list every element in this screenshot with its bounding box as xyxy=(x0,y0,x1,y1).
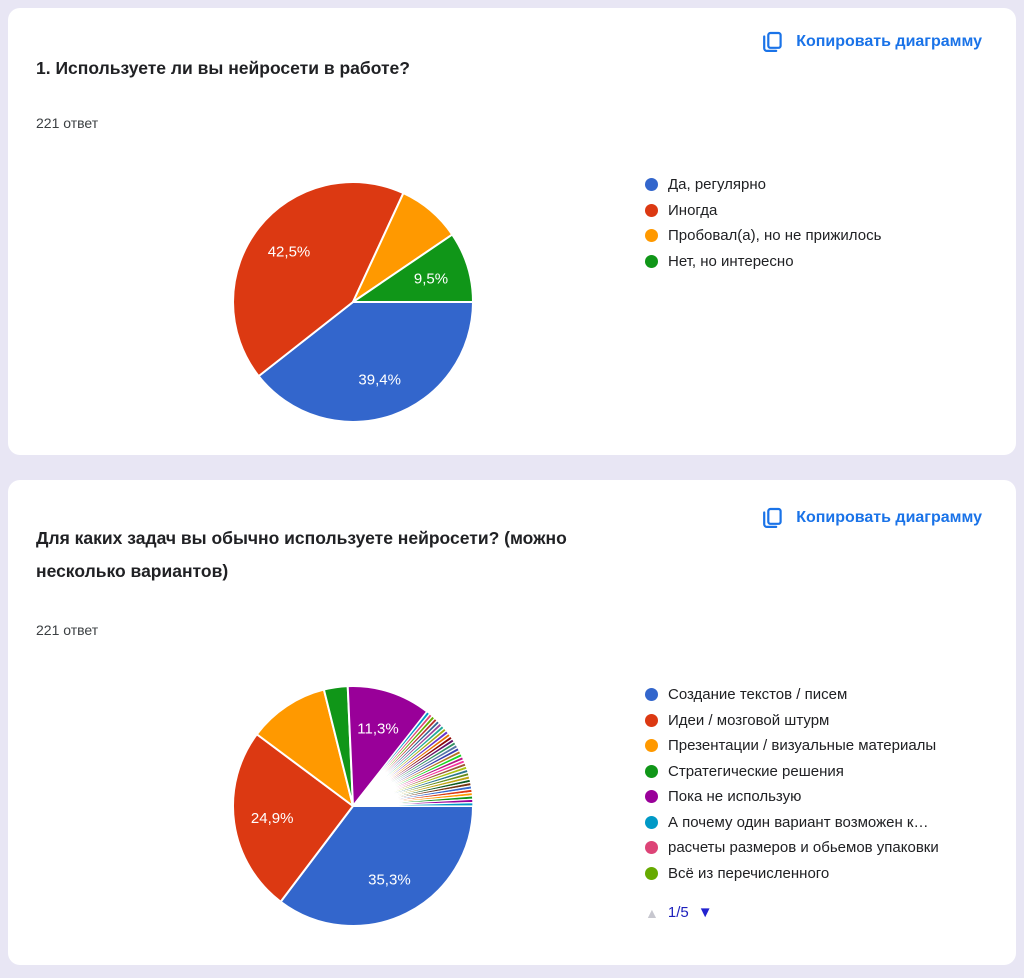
legend-item: Идеи / мозговой штурм xyxy=(645,708,939,734)
legend-dot-icon xyxy=(645,713,658,727)
legend-label: Пробовал(а), но не прижилось xyxy=(668,227,882,245)
question-title: 1. Используете ли вы нейросети в работе? xyxy=(36,58,410,78)
pie-slice xyxy=(352,801,474,807)
legend-item: Презентации / визуальные материалы xyxy=(645,733,939,759)
question-card-2: Копировать диаграмму Для каких задач вы … xyxy=(8,480,1016,965)
pie-chart: 35,3% 24,9% 11,3% xyxy=(232,685,474,927)
legend-dot-icon xyxy=(645,254,658,268)
legend-label: Идеи / мозговой штурм xyxy=(668,711,830,729)
legend-label: Стратегические решения xyxy=(668,762,844,780)
pie-slice xyxy=(255,688,354,807)
legend-dot-icon xyxy=(645,764,658,778)
legend-dot-icon xyxy=(645,790,658,804)
copy-chart-button[interactable]: Копировать диаграмму xyxy=(760,30,982,54)
legend-label: Нет, но интересно xyxy=(668,252,794,270)
pie-slice xyxy=(232,181,405,378)
legend-dot-icon xyxy=(645,203,658,217)
legend-item: Иногда xyxy=(645,198,881,224)
legend-label: Да, регулярно xyxy=(668,176,767,194)
legend-pagination: ▲ 1/5 ▼ xyxy=(645,904,713,921)
pie-slice-label: 42,5% xyxy=(268,244,311,261)
legend-item: Пока не использую xyxy=(645,784,939,810)
pie-slice-label: 9,5% xyxy=(414,270,448,287)
legend-dot-icon xyxy=(645,688,658,702)
pie-slice-label: 39,4% xyxy=(358,371,401,388)
legend-label: Иногда xyxy=(668,201,718,219)
legend-label: А почему один вариант возможен к… xyxy=(668,813,929,831)
legend-label: расчеты размеров и обьемов упаковки xyxy=(668,839,939,857)
responses-count: 221 ответ xyxy=(36,622,99,638)
legend-dot-icon xyxy=(645,229,658,243)
pie-slice xyxy=(257,301,474,423)
pie-slice xyxy=(279,805,474,927)
legend-item: Создание текстов / писем xyxy=(645,682,939,708)
legend-dot-icon xyxy=(645,178,658,192)
pie-slice-label: 24,9% xyxy=(251,810,294,827)
copy-chart-button[interactable]: Копировать диаграмму xyxy=(760,506,982,530)
legend-dot-icon xyxy=(645,815,658,829)
copy-icon xyxy=(760,30,784,54)
legend-item: Стратегические решения xyxy=(645,759,939,785)
legend-page-indicator: 1/5 xyxy=(667,904,689,921)
copy-chart-button-label: Копировать диаграмму xyxy=(796,509,982,526)
legend-label: Всё из перечисленного xyxy=(668,864,830,882)
pie-chart: 39,4% 42,5% 9,5% xyxy=(232,181,474,423)
responses-count: 221 ответ xyxy=(36,115,99,131)
pie-slice xyxy=(232,733,354,903)
legend-page-up-icon[interactable]: ▲ xyxy=(645,904,659,921)
pie-slice-label: 11,3% xyxy=(357,721,398,738)
pie-slice xyxy=(346,685,429,807)
legend-item: А почему один вариант возможен к… xyxy=(645,810,939,836)
pie-slice xyxy=(352,233,474,303)
legend-item: Всё из перечисленного xyxy=(645,861,939,887)
chart-legend: Да, регулярно Иногда Пробовал(а), но не пр… xyxy=(645,172,881,274)
legend-label: Создание текстов / писем xyxy=(668,686,848,704)
question-card-1: Копировать диаграмму 1. Используете ли в… xyxy=(8,8,1016,455)
legend-item: расчеты размеров и обьемов упаковки xyxy=(645,835,939,861)
copy-chart-button-label: Копировать диаграмму xyxy=(796,33,982,50)
copy-icon xyxy=(760,506,784,530)
question-title: Для каких задач вы обычно используете не… xyxy=(36,528,567,581)
legend-item: Да, регулярно xyxy=(645,172,881,198)
legend-label: Презентации / визуальные материалы xyxy=(668,737,937,755)
chart-legend: Создание текстов / писем Идеи / мозговой … xyxy=(645,682,939,886)
legend-item: Нет, но интересно xyxy=(645,249,881,275)
legend-dot-icon xyxy=(645,866,658,880)
legend-page-down-icon[interactable]: ▼ xyxy=(697,904,713,921)
legend-item: Пробовал(а), но не прижилось xyxy=(645,223,881,249)
legend-label: Пока не использую xyxy=(668,788,802,806)
pie-slice-label: 35,3% xyxy=(368,871,411,888)
legend-dot-icon xyxy=(645,841,658,855)
legend-dot-icon xyxy=(645,739,658,753)
